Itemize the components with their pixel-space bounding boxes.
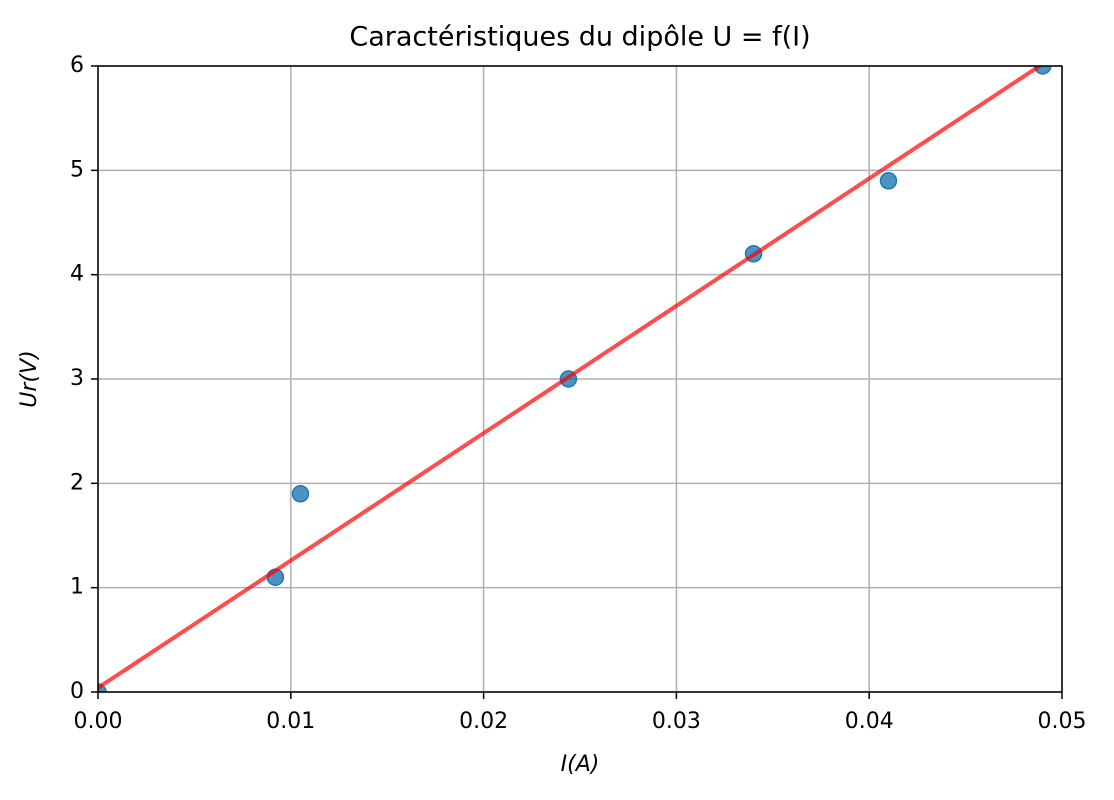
y-tick-label: 3 bbox=[70, 366, 84, 391]
x-tick-label: 0.00 bbox=[74, 709, 123, 734]
y-axis-label: Ur(V) bbox=[17, 350, 42, 407]
y-tick-label: 2 bbox=[70, 470, 84, 495]
x-axis-label: I(A) bbox=[561, 752, 600, 777]
fit-line bbox=[98, 66, 1044, 690]
y-tick-label: 6 bbox=[70, 53, 84, 78]
y-tick-label: 0 bbox=[70, 679, 84, 704]
plot-frame bbox=[97, 65, 1063, 693]
x-tick-label: 0.03 bbox=[652, 709, 701, 734]
y-tick-label: 5 bbox=[70, 157, 84, 182]
y-tick-label: 4 bbox=[70, 262, 84, 287]
point bbox=[879, 172, 898, 190]
x-tick-label: 0.01 bbox=[266, 709, 315, 734]
y-tick-label: 1 bbox=[70, 575, 84, 600]
x-tick-label: 0.05 bbox=[1038, 709, 1087, 734]
x-tick-label: 0.02 bbox=[459, 709, 508, 734]
x-tick-label: 0.04 bbox=[845, 709, 894, 734]
chart-title: Caractéristiques du dipôle U = f(I) bbox=[349, 22, 810, 53]
point bbox=[291, 485, 310, 503]
